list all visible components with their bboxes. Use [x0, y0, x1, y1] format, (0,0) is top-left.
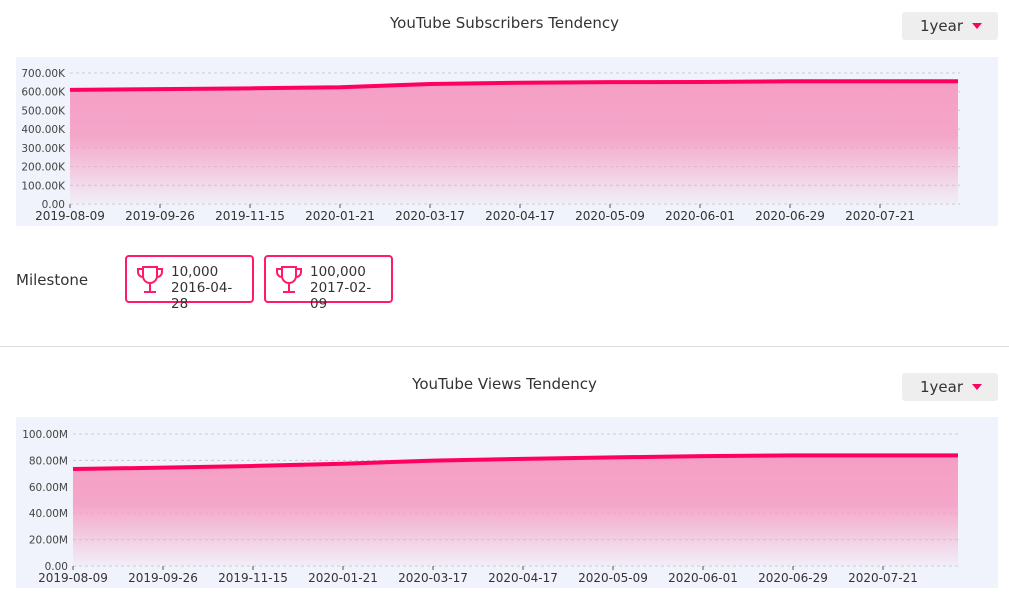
y-tick-label: 600.00K	[21, 87, 66, 99]
x-tick-label: 2020-01-21	[308, 571, 378, 585]
x-tick-label: 2020-07-21	[848, 571, 918, 585]
x-tick-label: 2019-08-09	[35, 209, 105, 223]
x-tick-label: 2019-08-09	[38, 571, 108, 585]
series-line	[72, 453, 958, 471]
x-tick-label: 2020-07-21	[845, 209, 915, 223]
subscribers-chart: 0.00 100.00K 200.00K 300.00K 400.00K 500.00K 6…	[16, 57, 998, 226]
x-tick-label: 2020-06-29	[755, 209, 825, 223]
milestone-value: 10,000	[171, 264, 219, 280]
caret-down-icon	[972, 384, 982, 390]
milestone-card: 10,000 2016-04-28	[125, 255, 254, 312]
x-tick-label: 2020-06-01	[668, 571, 738, 585]
milestone-date: 2016-04-28	[171, 280, 233, 312]
milestone-value: 100,000	[310, 264, 366, 280]
x-tick-label: 2020-05-09	[578, 571, 648, 585]
x-tick-label: 2019-09-26	[125, 209, 195, 223]
y-tick-label: 60.00M	[29, 482, 68, 494]
views-range-dropdown[interactable]: 1year	[902, 373, 998, 401]
x-tick-label: 2020-05-09	[575, 209, 645, 223]
x-tick-label: 2020-04-17	[485, 209, 555, 223]
section-divider	[0, 346, 1009, 347]
y-tick-label: 500.00K	[21, 105, 66, 117]
y-tick-label: 20.00M	[29, 535, 68, 547]
y-tick-label: 700.00K	[21, 68, 66, 80]
x-tick-label: 2020-01-21	[305, 209, 375, 223]
y-tick-label: 100.00K	[21, 180, 66, 192]
area-fill	[70, 81, 958, 204]
y-tick-label: 400.00K	[21, 124, 66, 136]
y-tick-label: 100.00M	[22, 429, 68, 441]
milestone-date: 2017-02-09	[310, 280, 372, 312]
milestone-card: 100,000 2017-02-09	[264, 255, 393, 312]
caret-down-icon	[972, 23, 982, 29]
y-tick-label: 300.00K	[21, 143, 66, 155]
y-tick-label: 200.00K	[21, 162, 66, 174]
series-line	[69, 79, 958, 92]
trophy-icon	[276, 266, 302, 293]
milestone-label: Milestone	[16, 271, 89, 289]
x-tick-label: 2020-03-17	[395, 209, 465, 223]
y-tick-label: 0.00	[42, 199, 65, 211]
x-tick-label: 2019-11-15	[215, 209, 285, 223]
x-tick-label: 2020-04-17	[488, 571, 558, 585]
y-tick-label: 80.00M	[29, 455, 68, 467]
y-tick-label: 40.00M	[29, 508, 68, 520]
views-chart-title: YouTube Views Tendency	[412, 375, 597, 393]
y-tick-label: 0.00	[45, 561, 68, 573]
x-tick-label: 2020-06-01	[665, 209, 735, 223]
area-fill	[73, 455, 958, 566]
range-label: 1year	[920, 17, 964, 35]
x-tick-label: 2019-11-15	[218, 571, 288, 585]
subscribers-chart-title: YouTube Subscribers Tendency	[390, 14, 619, 32]
views-chart: 0.00 20.00M 40.00M 60.00M 80.00M 100.00M 2019-…	[16, 417, 998, 588]
trophy-icon	[137, 266, 163, 293]
x-tick-label: 2020-06-29	[758, 571, 828, 585]
subscribers-range-dropdown[interactable]: 1year	[902, 12, 998, 40]
x-tick-label: 2019-09-26	[128, 571, 198, 585]
x-tick-label: 2020-03-17	[398, 571, 468, 585]
range-label: 1year	[920, 378, 964, 396]
